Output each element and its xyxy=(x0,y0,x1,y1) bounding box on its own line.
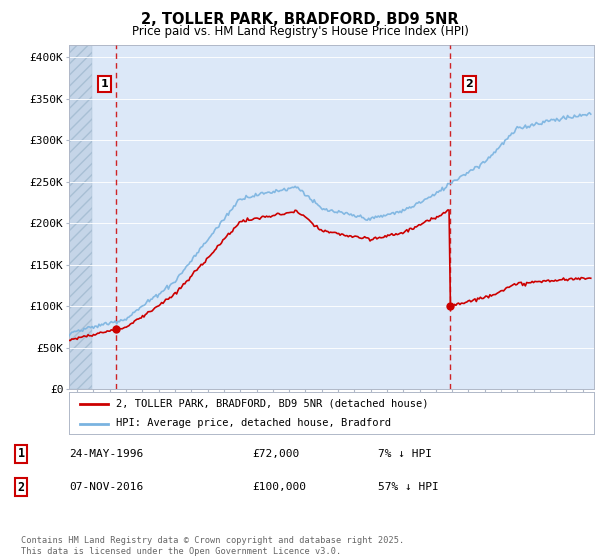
Text: Contains HM Land Registry data © Crown copyright and database right 2025.
This d: Contains HM Land Registry data © Crown c… xyxy=(21,536,404,556)
Text: 57% ↓ HPI: 57% ↓ HPI xyxy=(378,482,439,492)
Text: 2: 2 xyxy=(17,480,25,494)
Bar xyxy=(69,45,92,389)
Text: £100,000: £100,000 xyxy=(252,482,306,492)
Text: 2: 2 xyxy=(466,79,473,89)
Text: HPI: Average price, detached house, Bradford: HPI: Average price, detached house, Brad… xyxy=(116,418,391,428)
Text: 07-NOV-2016: 07-NOV-2016 xyxy=(69,482,143,492)
Text: £72,000: £72,000 xyxy=(252,449,299,459)
Text: 2, TOLLER PARK, BRADFORD, BD9 5NR (detached house): 2, TOLLER PARK, BRADFORD, BD9 5NR (detac… xyxy=(116,399,429,409)
Text: 1: 1 xyxy=(17,447,25,460)
Text: 24-MAY-1996: 24-MAY-1996 xyxy=(69,449,143,459)
Text: 1: 1 xyxy=(101,79,109,89)
Text: 7% ↓ HPI: 7% ↓ HPI xyxy=(378,449,432,459)
Text: Price paid vs. HM Land Registry's House Price Index (HPI): Price paid vs. HM Land Registry's House … xyxy=(131,25,469,38)
Text: 2, TOLLER PARK, BRADFORD, BD9 5NR: 2, TOLLER PARK, BRADFORD, BD9 5NR xyxy=(141,12,459,27)
